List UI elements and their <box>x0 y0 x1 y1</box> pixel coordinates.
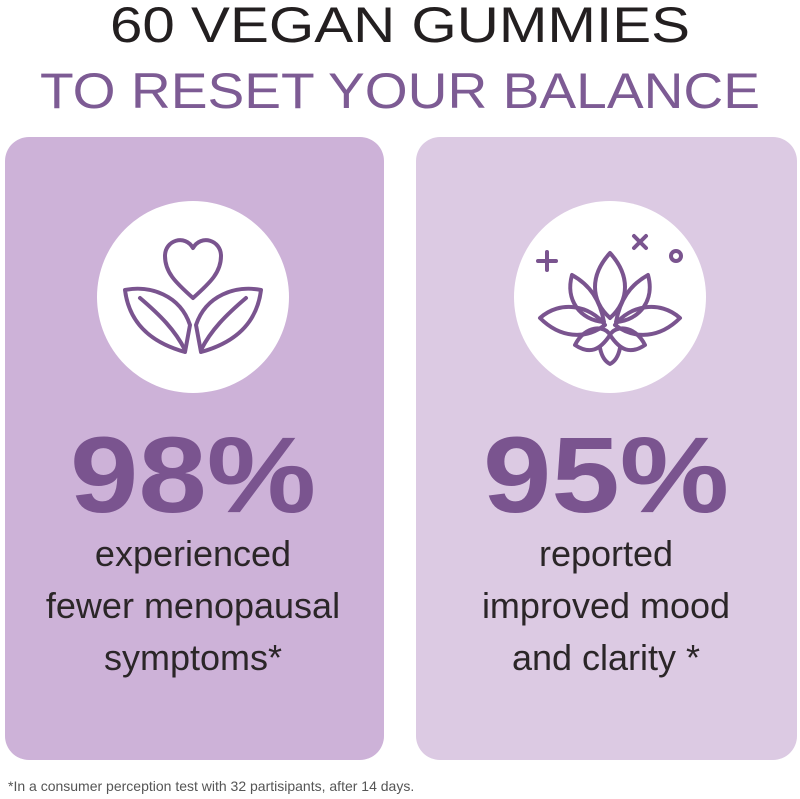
description-line: and clarity * <box>512 637 700 678</box>
title-line-1: 60 VEGAN GUMMIES <box>110 0 690 53</box>
stat: 98% <box>70 414 316 535</box>
heart-leaves-icon <box>123 238 263 354</box>
icon-circle <box>514 201 706 393</box>
title-line-2: TO RESET YOUR BALANCE <box>40 63 760 119</box>
description-line: experienced <box>95 533 291 574</box>
lotus-icon <box>536 234 683 366</box>
description-line: fewer menopausal <box>46 585 340 626</box>
description-line: reported <box>539 533 673 574</box>
footnote: *In a consumer perception test with 32 p… <box>8 778 414 794</box>
description-line: symptoms* <box>104 637 282 678</box>
description-line: improved mood <box>482 585 730 626</box>
stat: 95% <box>483 414 729 535</box>
